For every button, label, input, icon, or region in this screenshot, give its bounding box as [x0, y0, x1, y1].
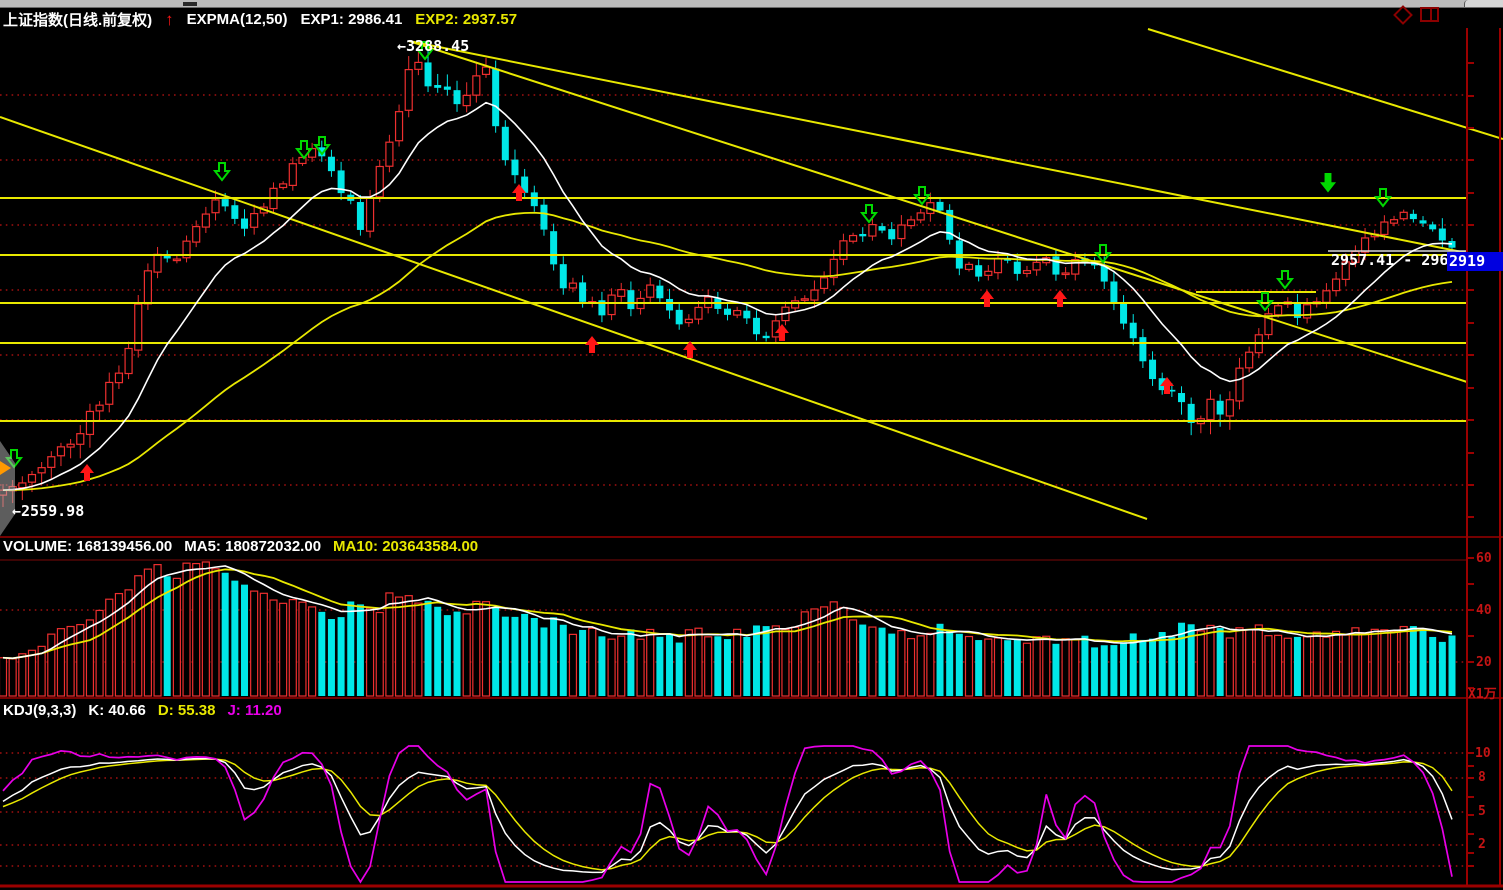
peak-price-label: ←3288.45 [397, 37, 470, 55]
window-titlebar-strip [0, 0, 1503, 8]
sell-signal-arrow-icon [415, 41, 435, 61]
kdj-k-value: K: 40.66 [88, 702, 146, 719]
volume-axis-20: 20 [1476, 655, 1492, 670]
kdj-axis-20: 2 [1478, 837, 1486, 852]
exp2-value: EXP2: 2937.57 [415, 11, 518, 28]
buy-signal-arrow-icon [775, 324, 789, 341]
kdj-axis-100: 10 [1475, 746, 1491, 761]
buy-signal-arrow-icon [1160, 377, 1174, 394]
volume-value: VOLUME: 168139456.00 [3, 538, 173, 555]
volume-header: VOLUME: 168139456.00 MA5: 180872032.00 M… [3, 538, 478, 555]
current-price-badge: 2919 [1447, 252, 1503, 271]
sell-signal-arrow-icon [1093, 244, 1113, 264]
indicator-curves-layer [2, 101, 1453, 884]
buy-signal-arrow-icon [512, 184, 526, 201]
buy-signal-arrow-icon [980, 290, 994, 307]
window-split-divider [1430, 9, 1432, 20]
buy-signal-arrow-icon [585, 336, 599, 353]
sell-signal-arrow-icon [912, 186, 932, 206]
sell-signal-arrow-icon [1373, 188, 1393, 208]
window-split-icon[interactable] [1420, 7, 1439, 22]
titlebar-notch [183, 2, 197, 6]
volume-ma10-value: MA10: 203643584.00 [333, 538, 479, 555]
indicator-name[interactable]: EXPMA(12,50) [186, 11, 288, 28]
kdj-axis-80: 8 [1478, 770, 1486, 785]
sell-signal-arrow-icon [312, 136, 332, 156]
volume-ma5-value: MA5: 180872032.00 [184, 538, 322, 555]
axis-layer [0, 28, 1503, 888]
kdj-axis-50: 5 [1478, 804, 1486, 819]
trend-up-icon: ↑ [165, 9, 174, 29]
kdj-indicator-name[interactable]: KDJ(9,3,3) [3, 702, 77, 719]
gap-range-label: 2957.41 - 2960.8 [1331, 251, 1476, 269]
sell-signal-arrow-icon [1275, 270, 1295, 290]
sell-signal-solid-arrow-icon [1319, 173, 1337, 193]
titlebar-tab[interactable] [1464, 0, 1503, 7]
volume-axis-40: 40 [1476, 603, 1492, 618]
symbol-title: 上证指数(日线.前复权) [3, 12, 153, 29]
buy-signal-arrow-icon [80, 464, 94, 481]
trendline-layer [0, 28, 1503, 520]
volume-bars-layer [0, 561, 1456, 697]
sell-signal-arrow-icon [294, 140, 314, 160]
low-price-label: ←2559.98 [12, 502, 85, 520]
sell-signal-arrow-icon [859, 204, 879, 224]
scroll-pointer-icon [0, 461, 11, 475]
buy-signal-arrow-icon [1053, 290, 1067, 307]
volume-unit-label: X1万 [1468, 687, 1497, 702]
candlestick-layer [0, 50, 1456, 508]
sell-signal-arrow-icon [1255, 292, 1275, 312]
kdj-header: KDJ(9,3,3) K: 40.66 D: 55.38 J: 11.20 [3, 702, 282, 719]
sell-signal-arrow-icon [212, 162, 232, 182]
chart-header: 上证指数(日线.前复权) ↑ EXPMA(12,50) EXP1: 2986.4… [3, 9, 517, 30]
page-fold-decoration [0, 441, 15, 536]
kdj-d-value: D: 55.38 [157, 702, 216, 719]
kdj-j-value: J: 11.20 [227, 702, 282, 719]
volume-axis-60: 60 [1476, 551, 1492, 566]
exp1-value: EXP1: 2986.41 [300, 11, 403, 28]
signal-markers-layer [0, 41, 1393, 536]
buy-signal-arrow-icon [683, 341, 697, 358]
